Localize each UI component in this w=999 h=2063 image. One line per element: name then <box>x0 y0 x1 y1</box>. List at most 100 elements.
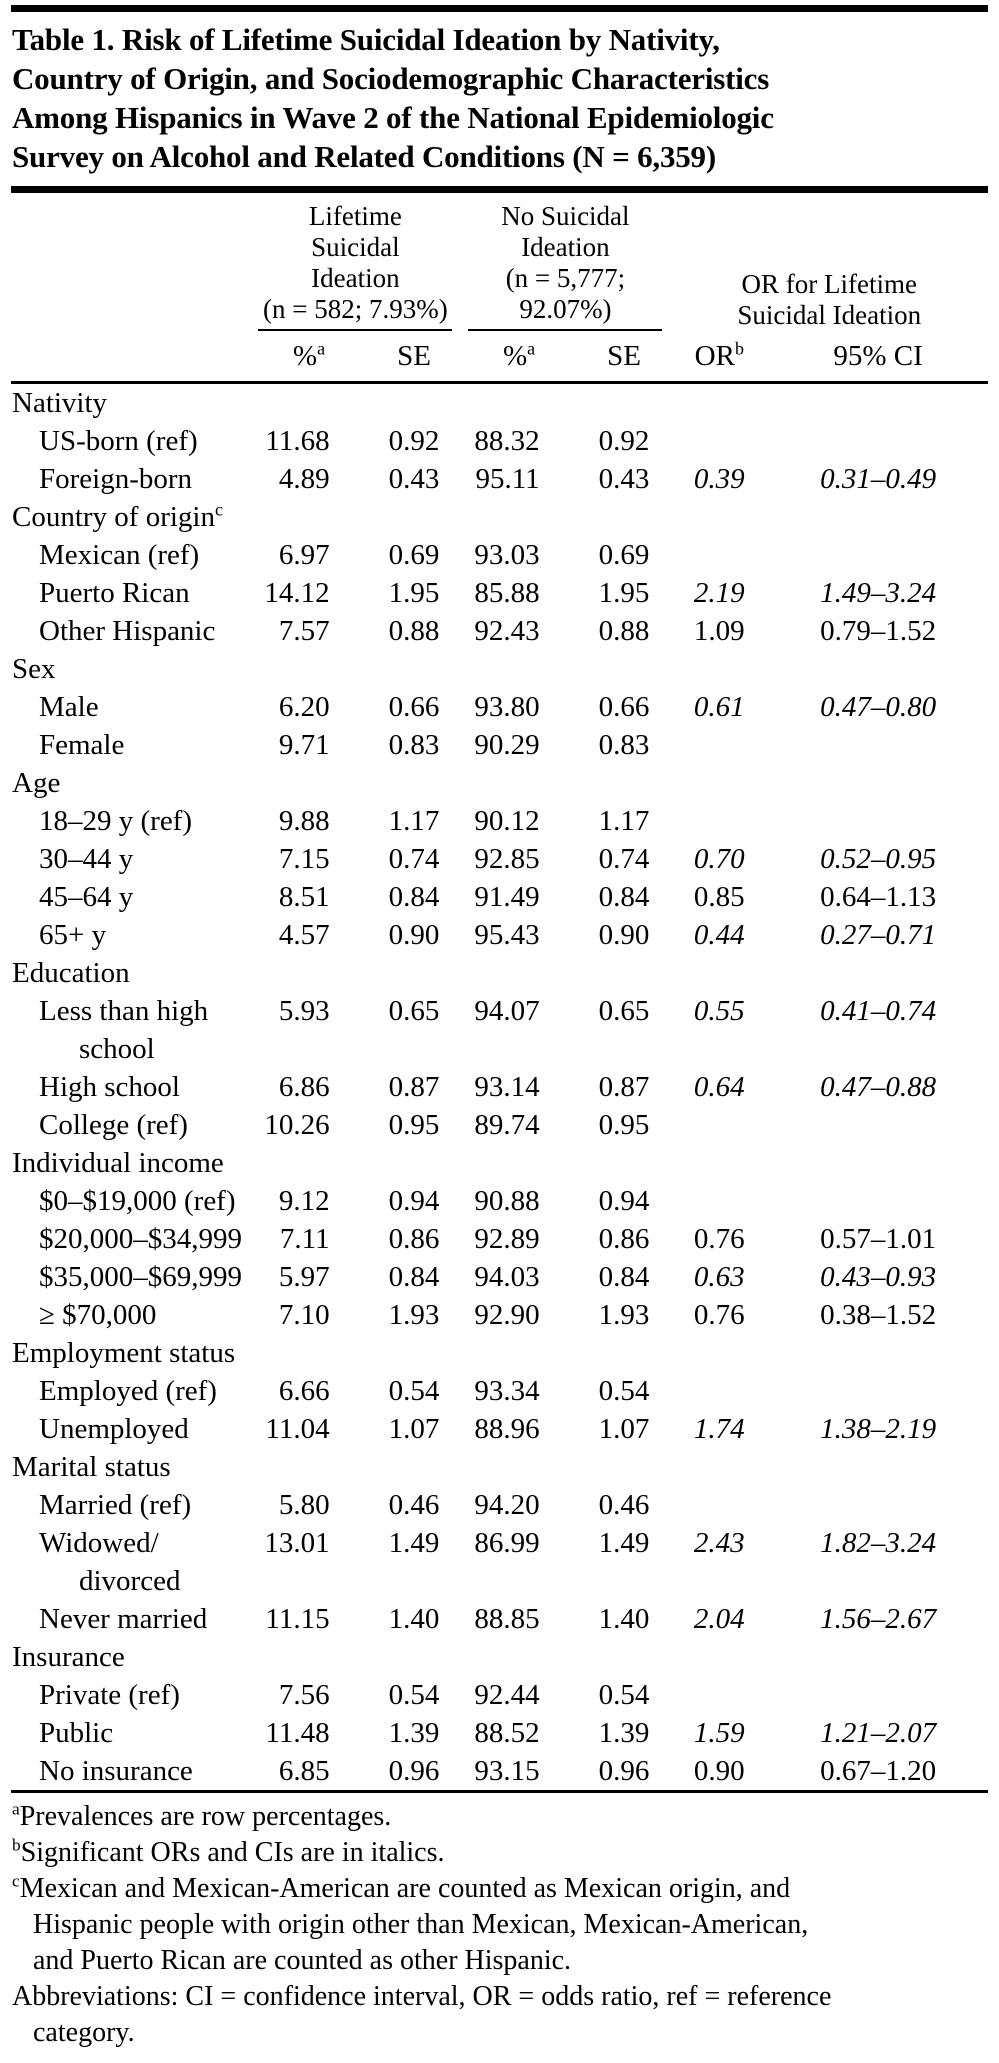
pct-nsi-cell: 93.80 <box>474 691 540 723</box>
title-rule <box>11 186 988 193</box>
pct-nsi-cell: 93.14 <box>474 1071 540 1103</box>
table-row: $20,000–$34,999 7.11 0.86 92.89 0.86 0.76 0.57… <box>11 1220 988 1258</box>
se-nsi-cell: 1.95 <box>598 577 650 609</box>
table-row: No insurance 6.85 0.96 93.15 0.96 0.90 0.67–1.… <box>11 1752 988 1792</box>
ci-cell: 0.41–0.74 <box>820 995 937 1027</box>
se-nsi-cell: 0.84 <box>598 881 650 913</box>
table-row: Married (ref) 5.80 0.46 94.20 0.46 <box>11 1486 988 1524</box>
se-si-cell: 0.84 <box>388 881 440 913</box>
se-nsi-cell: 0.54 <box>598 1679 650 1711</box>
table-row: Never married 11.15 1.40 88.85 1.40 2.04 1.56–… <box>11 1600 988 1638</box>
ci-cell <box>768 802 988 840</box>
se-nsi-cell: 0.69 <box>598 539 650 571</box>
se-nsi-cell: 0.96 <box>598 1755 650 1787</box>
row-label: Married (ref) <box>39 1489 192 1521</box>
pct-si-cell: 14.12 <box>264 577 330 609</box>
pct-nsi-cell: 94.20 <box>474 1489 540 1521</box>
se-nsi-cell: 0.83 <box>598 729 650 761</box>
se-nsi-cell: 0.95 <box>598 1109 650 1141</box>
pct-si-cell: 11.15 <box>265 1603 330 1635</box>
group-header-no-ideation: No Suicidal Ideation (n = 5,777; 92.07%) <box>460 193 670 331</box>
or-cell: 1.59 <box>693 1717 745 1749</box>
col-header-se-nsi: SE <box>577 331 671 384</box>
pct-nsi-cell: 94.03 <box>474 1261 540 1293</box>
section-label: Insurance <box>12 1641 125 1673</box>
col-header-pct-si: %a <box>250 331 368 384</box>
ci-cell <box>768 1676 988 1714</box>
row-label: $35,000–$69,999 <box>39 1261 242 1293</box>
table-title: Table 1. Risk of Lifetime Suicidal Ideat… <box>12 22 774 174</box>
pct-nsi-cell: 93.03 <box>474 539 540 571</box>
ci-cell: 1.56–2.67 <box>820 1603 937 1635</box>
ci-cell: 1.21–2.07 <box>820 1717 937 1749</box>
ci-cell <box>768 1106 988 1144</box>
or-cell: 1.09 <box>693 615 745 647</box>
se-si-cell: 0.84 <box>388 1261 440 1293</box>
or-cell <box>670 1106 768 1144</box>
pct-si-cell: 11.48 <box>265 1717 330 1749</box>
pct-si-cell: 13.01 <box>264 1527 330 1559</box>
or-cell: 0.39 <box>693 463 745 495</box>
se-nsi-cell: 0.94 <box>598 1185 650 1217</box>
row-label: Mexican (ref) <box>39 539 200 571</box>
se-si-cell: 0.46 <box>388 1489 440 1521</box>
group-label: Lifetime Suicidal Ideation (n = 582; 7.9… <box>258 201 453 331</box>
footnote-marker: c <box>12 1871 20 1891</box>
pct-nsi-cell: 85.88 <box>474 577 540 609</box>
ci-cell <box>768 726 988 764</box>
section-row: Insurance <box>11 1638 988 1676</box>
table-row: Unemployed 11.04 1.07 88.96 1.07 1.74 1.38–2.1… <box>11 1410 988 1448</box>
row-label: No insurance <box>39 1755 193 1787</box>
ci-cell: 0.64–1.13 <box>820 881 937 913</box>
pct-nsi-cell: 94.07 <box>474 995 540 1027</box>
or-cell: 2.04 <box>693 1603 745 1635</box>
pct-si-cell: 9.71 <box>278 729 330 761</box>
pct-si-cell: 11.68 <box>265 425 330 457</box>
pct-nsi-cell: 92.85 <box>474 843 540 875</box>
ci-cell: 0.47–0.80 <box>820 691 937 723</box>
ci-cell: 1.38–2.19 <box>820 1413 937 1445</box>
footnote-abbreviations: Abbreviations: CI = confidence interval,… <box>12 1979 988 2051</box>
ci-cell: 0.27–0.71 <box>820 919 937 951</box>
table-row: Mexican (ref) 6.97 0.69 93.03 0.69 <box>11 536 988 574</box>
footnotes: aPrevalences are row percentages. bSigni… <box>11 1799 988 2051</box>
section-row: Marital status <box>11 1448 988 1486</box>
table-row: Private (ref) 7.56 0.54 92.44 0.54 <box>11 1676 988 1714</box>
se-nsi-cell: 0.86 <box>598 1223 650 1255</box>
ci-cell: 0.31–0.49 <box>820 463 937 495</box>
table-row: $0–$19,000 (ref) 9.12 0.94 90.88 0.94 <box>11 1182 988 1220</box>
se-nsi-cell: 0.65 <box>598 995 650 1027</box>
pct-nsi-cell: 91.49 <box>474 881 540 913</box>
table-row: 18–29 y (ref) 9.88 1.17 90.12 1.17 <box>11 802 988 840</box>
ci-cell: 0.79–1.52 <box>820 615 937 647</box>
footnote-text: Significant ORs and CIs are in italics. <box>20 1837 445 1868</box>
group-header-or: OR for Lifetime Suicidal Ideation <box>670 193 988 331</box>
footnote-text: Mexican and Mexican-American are counted… <box>19 1873 809 1976</box>
se-si-cell: 1.39 <box>388 1717 440 1749</box>
section-label: Education <box>12 957 130 989</box>
pct-si-cell: 7.11 <box>279 1223 330 1255</box>
ci-cell: 0.38–1.52 <box>820 1299 937 1331</box>
table-row: Female 9.71 0.83 90.29 0.83 <box>11 726 988 764</box>
se-nsi-cell: 1.07 <box>598 1413 650 1445</box>
se-si-cell: 0.54 <box>388 1679 440 1711</box>
pct-nsi-cell: 92.43 <box>474 615 540 647</box>
row-label: Foreign-born <box>39 463 193 495</box>
pct-si-cell: 5.97 <box>278 1261 330 1293</box>
row-label: 18–29 y (ref) <box>39 805 193 837</box>
or-cell: 0.63 <box>693 1261 745 1293</box>
row-label: High school <box>39 1071 180 1103</box>
pct-si-cell: 10.26 <box>264 1109 330 1141</box>
table-row: Male 6.20 0.66 93.80 0.66 0.61 0.47–0.80 <box>11 688 988 726</box>
table-row: High school 6.86 0.87 93.14 0.87 0.64 0.47–0.8… <box>11 1068 988 1106</box>
se-si-cell: 1.07 <box>388 1413 440 1445</box>
ci-cell: 0.52–0.95 <box>820 843 937 875</box>
footnote-marker: a <box>12 1799 20 1819</box>
pct-si-cell: 6.20 <box>278 691 330 723</box>
footnote-text: Prevalences are row percentages. <box>19 1801 392 1832</box>
se-nsi-cell: 1.17 <box>598 805 650 837</box>
se-si-cell: 1.93 <box>388 1299 440 1331</box>
or-cell: 0.85 <box>693 881 745 913</box>
pct-nsi-cell: 95.11 <box>475 463 540 495</box>
